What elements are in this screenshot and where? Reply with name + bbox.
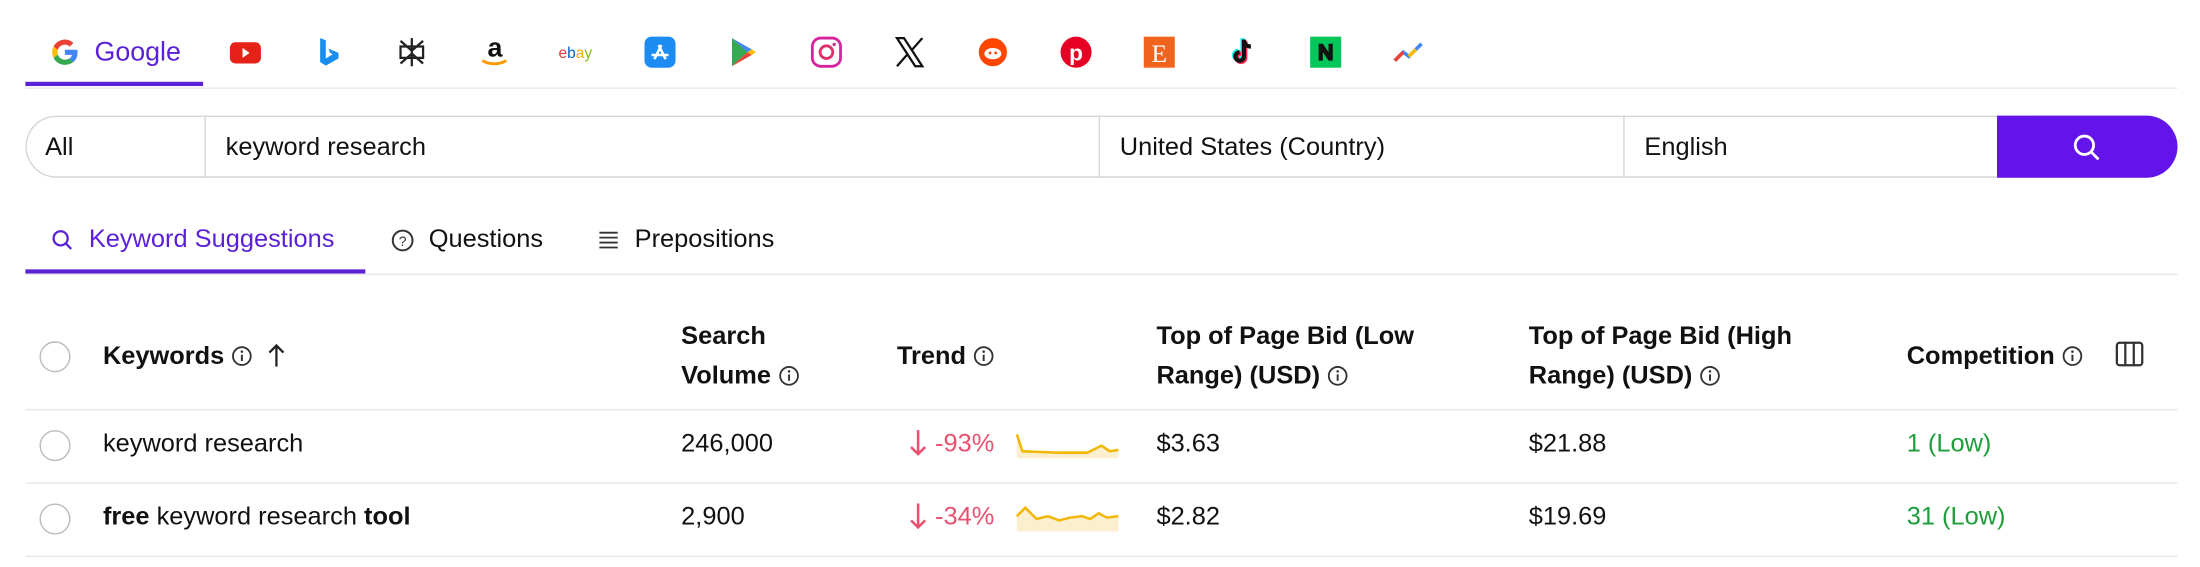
svg-text:p: p <box>1069 41 1083 66</box>
info-icon[interactable] <box>778 365 799 386</box>
search-tab-icon <box>52 230 73 250</box>
question-tab-icon: ? <box>391 229 414 252</box>
divider <box>25 408 2178 411</box>
google-icon[interactable] <box>48 35 82 69</box>
etsy-icon[interactable]: E <box>1142 35 1176 69</box>
trend-change: -93% <box>935 428 995 457</box>
column-header: Keywords <box>103 336 639 375</box>
language-select[interactable]: English <box>1644 132 1728 161</box>
bing-icon[interactable] <box>312 35 346 69</box>
list-tab-icon <box>599 231 618 249</box>
ebay-icon[interactable]: ebay <box>558 35 597 69</box>
column-header: Top of Page Bid (Low Range) (USD) <box>1156 316 1480 395</box>
active-tab-underline <box>25 269 366 274</box>
divider <box>25 87 2178 89</box>
divider <box>25 555 2178 558</box>
location-select[interactable]: United States (Country) <box>1100 115 1625 178</box>
down-arrow <box>910 503 927 530</box>
bid-low: $3.63 <box>1156 428 1220 457</box>
search-icon <box>2073 134 2100 161</box>
search-volume: 246,000 <box>681 428 773 457</box>
x-icon[interactable] <box>893 35 927 69</box>
active-tab-underline <box>25 81 204 87</box>
keyword-part: tool <box>363 502 411 531</box>
select-all-checkbox[interactable] <box>39 341 71 373</box>
down-arrow <box>910 430 927 456</box>
divider <box>25 482 2178 484</box>
info-icon[interactable] <box>1327 365 1348 386</box>
info-icon[interactable] <box>973 346 994 367</box>
competition: 1 (Low) <box>1906 428 1992 457</box>
trend-change: -34% <box>935 502 995 531</box>
column-header: Top of Page Bid (High Range) (USD) <box>1529 316 1853 395</box>
column-header-label: Top of Page Bid (High Range) (USD) <box>1528 321 1793 390</box>
bid-high: $19.69 <box>1528 502 1607 531</box>
svg-text:?: ? <box>399 233 407 249</box>
column-header-label: Keywords <box>102 341 225 370</box>
info-icon[interactable] <box>231 346 252 367</box>
keyword-part: free <box>102 502 150 531</box>
divider <box>25 273 2178 276</box>
perplexity-icon[interactable] <box>395 35 429 69</box>
keyword: keyword research <box>103 429 303 459</box>
search-volume: 2,900 <box>681 502 745 531</box>
trend-arrow <box>908 427 928 465</box>
competition: 31 (Low) <box>1906 502 2006 531</box>
result-tab[interactable]: Questions <box>428 224 544 253</box>
column-header: Search Volume <box>681 316 836 395</box>
instagram-icon[interactable] <box>810 35 844 69</box>
keyword-part: keyword research <box>102 428 304 457</box>
row-checkbox[interactable] <box>39 430 71 462</box>
keyword: free keyword research tool <box>103 502 411 532</box>
info-icon[interactable] <box>2062 346 2083 367</box>
trends-icon[interactable] <box>1392 35 1426 69</box>
column-header-label: Trend <box>896 341 967 370</box>
trend-sparkline <box>1015 503 1119 538</box>
google-play-icon[interactable] <box>726 35 760 69</box>
bid-low: $2.82 <box>1156 502 1220 531</box>
reddit-icon[interactable] <box>976 35 1010 69</box>
info-icon[interactable] <box>1699 365 1720 386</box>
filter-select[interactable]: All <box>25 115 206 178</box>
svg-text:ebay: ebay <box>558 45 592 62</box>
tiktok-icon[interactable] <box>1226 35 1260 69</box>
column-header: Trend <box>897 336 1137 375</box>
engine-tab-label[interactable]: Google <box>94 38 181 68</box>
trend-sparkline <box>1015 430 1119 465</box>
bid-high: $21.88 <box>1528 428 1607 457</box>
svg-text:E: E <box>1152 40 1168 68</box>
svg-text:a: a <box>488 35 504 62</box>
result-tab[interactable]: Keyword Suggestions <box>88 224 335 253</box>
trend-arrow <box>908 501 928 539</box>
sparkline <box>1015 505 1119 532</box>
amazon-icon[interactable]: a <box>478 35 512 69</box>
column-header-label: Search Volume <box>681 321 771 390</box>
pinterest-icon[interactable]: p <box>1059 35 1093 69</box>
columns-button[interactable] <box>2115 341 2144 367</box>
row-checkbox[interactable] <box>39 503 71 535</box>
sort-ascending-icon[interactable] <box>267 343 287 368</box>
query-input[interactable]: keyword research <box>206 115 1101 178</box>
youtube-icon[interactable] <box>228 35 262 69</box>
keyword-part: keyword research <box>149 502 364 531</box>
column-header-label: Top of Page Bid (Low Range) (USD) <box>1156 321 1415 390</box>
sparkline <box>1015 433 1119 459</box>
search-button[interactable] <box>1996 115 2178 178</box>
column-header-label: Competition <box>1906 341 2055 370</box>
app-store-icon[interactable] <box>643 35 677 69</box>
naver-icon[interactable] <box>1309 35 1343 69</box>
column-header: Competition <box>1907 336 2104 375</box>
result-tab[interactable]: Prepositions <box>634 224 775 253</box>
